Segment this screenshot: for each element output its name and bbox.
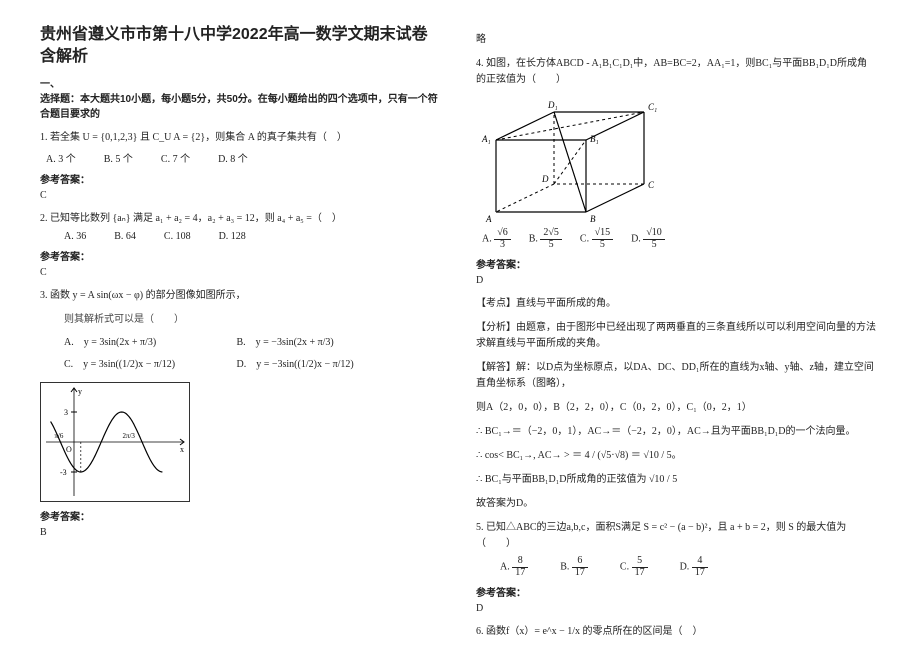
q6-text: 6. 函数f（x）= e^x − 1/x 的零点所在的区间是（ ） (476, 624, 876, 640)
q3-opt-a: A. y = 3sin(2x + π/3) (64, 332, 234, 354)
q3-opt-d: D. y = −3sin((1/2)x − π/12) (237, 359, 354, 370)
svg-text:B₁: B₁ (590, 134, 599, 144)
q3-opt-b: B. y = −3sin(2x + π/3) (237, 337, 334, 348)
q4-exp-3: 则A（2，0，0），B（2，2，0），C（0，2，0），C₁（0，2，1） (476, 400, 876, 416)
q5-ans-label: 参考答案： (476, 584, 876, 599)
q5-b-label: B. (560, 561, 569, 572)
doc-title: 贵州省遵义市市第十八中学2022年高一数学文期末试卷含解析 (40, 24, 440, 69)
q5-b-d: 17 (572, 568, 588, 579)
q5-c-d: 17 (632, 568, 648, 579)
q5-opt-c: C. 517 (620, 556, 648, 578)
q4-b-d: 5 (540, 240, 562, 251)
q5-d-label: D. (680, 561, 690, 572)
q4-a-n: √6 (494, 228, 511, 240)
q5-text: 5. 已知△ABC的三边a,b,c，面积S满足 S = c² − (a − b)… (476, 520, 876, 552)
q4-ans: D (476, 275, 876, 286)
svg-text:C₁: C₁ (648, 102, 657, 112)
q5-a-label: A. (500, 561, 510, 572)
q3-options: A. y = 3sin(2x + π/3) B. y = −3sin(2x + … (64, 332, 440, 376)
q5-a-n: 8 (512, 556, 528, 568)
svg-text:-3: -3 (60, 468, 67, 477)
q4-options: A. √63 B. 2√55 C. √155 D. √105 (482, 228, 876, 250)
section-1-header: 一、 选择题：本大题共10小题，每小题5分，共50分。在每小题给出的四个选项中，… (40, 77, 440, 122)
q4-opt-d-label: D. (631, 233, 641, 244)
q1-opt-a: A. 3 个 (46, 150, 76, 165)
q4-exp-4: ∴ BC₁→＝（−2，0，1），AC→＝（−2，2，0），AC→且为平面BB₁D… (476, 424, 876, 440)
svg-text:D: D (541, 174, 549, 184)
svg-text:x: x (180, 445, 184, 454)
left-column: 贵州省遵义市市第十八中学2022年高一数学文期末试卷含解析 一、 选择题：本大题… (40, 24, 440, 644)
svg-text:A: A (485, 214, 492, 224)
q4-exp-5: ∴ cos< BC₁→, AC→ > ＝ 4 / (√5·√8) ＝ √10 /… (476, 448, 876, 464)
q2-opt-a: A. 36 (64, 231, 86, 242)
svg-text:y: y (78, 387, 82, 396)
q4-opt-c-label: C. (580, 233, 589, 244)
q5-opt-d: D. 417 (680, 556, 708, 578)
q5-d-n: 4 (692, 556, 708, 568)
q4-exp-2: 【解答】解：以D点为坐标原点，以DA、DC、DD₁所在的直线为x轴、y轴、z轴，… (476, 360, 876, 392)
svg-text:3: 3 (64, 408, 68, 417)
q5-opt-b: B. 617 (560, 556, 588, 578)
page: 贵州省遵义市市第十八中学2022年高一数学文期末试卷含解析 一、 选择题：本大题… (40, 24, 880, 644)
sine-chart-icon: 3 -3 Ox y π/6 2π/3 (40, 382, 190, 502)
q5-ans: D (476, 603, 876, 614)
prism-diagram-icon: A B C D A₁ B₁ C₁ D₁ (476, 94, 676, 224)
q4-text: 4. 如图，在长方体ABCD - A₁B₁C₁D₁中，AB=BC=2，AA₁=1… (476, 56, 876, 88)
q1-ans-label: 参考答案： (40, 171, 440, 186)
q2-text: 2. 已知等比数列 {aₙ} 满足 a₁ + a₂ = 4，a₂ + a₃ = … (40, 211, 440, 227)
svg-text:B: B (590, 214, 596, 224)
q4-c-d: 5 (592, 240, 614, 251)
q1-opt-b: B. 5 个 (104, 150, 133, 165)
q4-d-d: 5 (643, 240, 665, 251)
q1-opt-c: C. 7 个 (161, 150, 190, 165)
q4-ans-label: 参考答案： (476, 256, 876, 271)
q5-a-d: 17 (512, 568, 528, 579)
q4-b-n: 2√5 (540, 228, 562, 240)
q3-chart: 3 -3 Ox y π/6 2π/3 (40, 382, 440, 502)
svg-text:D₁: D₁ (547, 100, 558, 110)
q1-options: A. 3 个 B. 5 个 C. 7 个 D. 8 个 (46, 150, 440, 165)
q2-ans-label: 参考答案： (40, 248, 440, 263)
q2-opt-b: B. 64 (114, 231, 136, 242)
q5-c-n: 5 (632, 556, 648, 568)
q4-opt-b-label: B. (529, 233, 538, 244)
q5-d-d: 17 (692, 568, 708, 579)
right-column: 略 4. 如图，在长方体ABCD - A₁B₁C₁D₁中，AB=BC=2，AA₁… (476, 24, 876, 644)
q4-d-n: √10 (643, 228, 665, 240)
q4-opt-a-label: A. (482, 233, 492, 244)
q2-opt-d: D. 128 (219, 231, 246, 242)
q5-options: A. 817 B. 617 C. 517 D. 417 (500, 556, 876, 578)
svg-text:2π/3: 2π/3 (122, 432, 135, 440)
q1-opt-d: D. 8 个 (218, 150, 248, 165)
q1-text: 1. 若全集 U = {0,1,2,3} 且 C_U A = {2}，则集合 A… (40, 130, 440, 146)
q2-ans: C (40, 267, 440, 278)
svg-text:A₁: A₁ (481, 134, 491, 144)
q4-exp-7: 故答案为D。 (476, 496, 876, 512)
q3-ans-label: 参考答案： (40, 508, 440, 523)
q2-options: A. 36 B. 64 C. 108 D. 128 (64, 231, 440, 242)
q2-opt-c: C. 108 (164, 231, 191, 242)
q1-ans: C (40, 190, 440, 201)
q4-a-d: 3 (494, 240, 511, 251)
q4-opt-c: C. √155 (580, 228, 613, 250)
svg-text:C: C (648, 180, 655, 190)
q4-exp-0: 【考点】直线与平面所成的角。 (476, 296, 876, 312)
svg-text:π/6: π/6 (54, 432, 63, 440)
q4-exp-6: ∴ BC₁与平面BB₁D₁D所成角的正弦值为 √10 / 5 (476, 472, 876, 488)
q3-ans: B (40, 527, 440, 538)
q4-prism: A B C D A₁ B₁ C₁ D₁ (476, 94, 876, 224)
q5-c-label: C. (620, 561, 629, 572)
right-top-note: 略 (476, 32, 876, 48)
q4-c-n: √15 (592, 228, 614, 240)
q3-text: 3. 函数 y = A sin(ωx − φ) 的部分图像如图所示， (40, 288, 440, 304)
svg-text:O: O (66, 445, 72, 454)
q4-opt-d: D. √105 (631, 228, 665, 250)
q3-subtext: 则其解析式可以是（ ） (64, 312, 440, 328)
q5-b-n: 6 (572, 556, 588, 568)
q4-exp-1: 【分析】由题意，由于图形中已经出现了两两垂直的三条直线所以可以利用空间向量的方法… (476, 320, 876, 352)
q4-opt-b: B. 2√55 (529, 228, 562, 250)
q5-opt-a: A. 817 (500, 556, 528, 578)
q3-opt-c: C. y = 3sin((1/2)x − π/12) (64, 354, 234, 376)
q4-opt-a: A. √63 (482, 228, 511, 250)
